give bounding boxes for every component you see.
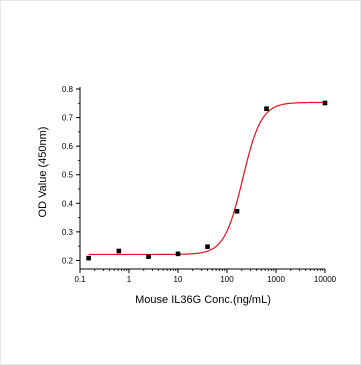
data-point <box>205 244 210 250</box>
x-tick-label: 100 <box>220 275 234 284</box>
x-tick-label: 1000 <box>267 275 285 284</box>
data-points <box>86 100 328 261</box>
data-point <box>234 208 240 214</box>
y-ticks: 0.2 0.3 0.4 0.5 0.6 0.7 0.8 <box>62 85 80 265</box>
x-ticks: 0.1 1 10 100 1000 10000 <box>74 269 337 284</box>
data-point <box>86 255 91 261</box>
y-axis-title: OD Value (450nm) <box>37 127 49 218</box>
y-tick-label: 0.4 <box>62 199 74 208</box>
x-axis-title: Mouse IL36G Conc.(ng/mL) <box>135 294 271 306</box>
fit-curve <box>88 101 325 256</box>
y-tick-label: 0.3 <box>62 228 74 237</box>
x-tick-label: 0.1 <box>74 275 86 284</box>
y-tick-label: 0.2 <box>62 256 74 265</box>
data-point <box>322 100 328 106</box>
y-tick-label: 0.8 <box>62 85 74 94</box>
x-tick-label: 10000 <box>314 275 337 284</box>
x-tick-label: 10 <box>174 275 183 284</box>
y-tick-label: 0.7 <box>62 114 74 123</box>
x-tick-label: 1 <box>127 275 132 284</box>
axes <box>79 87 325 270</box>
data-point <box>146 254 151 260</box>
data-point <box>116 248 122 254</box>
data-point <box>175 251 181 257</box>
data-point <box>264 106 269 112</box>
y-tick-label: 0.5 <box>62 171 74 180</box>
y-tick-label: 0.6 <box>62 142 74 151</box>
